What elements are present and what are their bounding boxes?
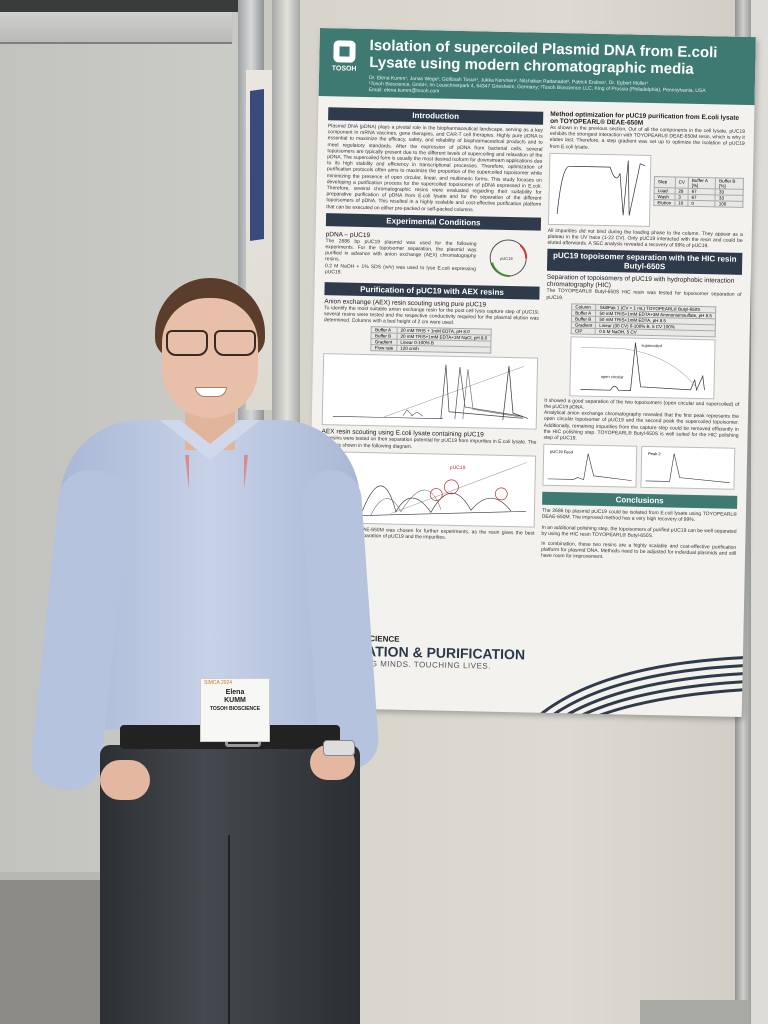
step-gradient-chromatogram [547,152,652,227]
aex-lysate-chromatogram: pUC19 [319,450,537,528]
introduction-text: Plasmid DNA (pDNA) plays a pivotal role … [326,123,543,213]
presenter-person: SIMCA 2024 Elena KUMM TOSOH BIOSCIENCE [28,270,381,1024]
puc19-feed-chart: pUC19 Feed [542,444,638,488]
svg-text:supercoiled: supercoiled [641,343,662,348]
tosoh-logo-icon [333,40,356,63]
name-badge: SIMCA 2024 Elena KUMM TOSOH BIOSCIENCE [200,678,270,742]
section-heading-experimental: Experimental Conditions [325,213,542,231]
face [162,298,258,418]
decorative-stripes [521,655,753,717]
svg-text:pUC19: pUC19 [500,256,513,261]
poster-left-column: Introduction Plasmid DNA (pDNA) plays a … [319,104,544,543]
side-wall [751,0,768,1024]
poster-title: Isolation of supercoiled Plasmid DNA fro… [369,37,718,78]
section-heading-introduction: Introduction [328,107,544,125]
plasmid-map-icon: pUC19 [489,239,528,277]
ceiling [0,0,240,12]
watch-icon [323,740,355,756]
hic-conditions-table: Column SkillPak 1 (CV = 1 mL) TOYOPEARL® … [571,303,716,337]
section-heading-hic: pUC19 topoisomer separation with the HIC… [546,249,743,276]
aex-pure-chromatogram [321,353,539,431]
hic-chromatogram: supercoiled open circular [569,336,716,400]
step-gradient-table: Step CV Buffer A [%] Buffer B [%] Load 28 67 3… [653,176,744,208]
tosoh-logo: TOSOH [329,40,360,81]
poster-authors: Dr. Elena Kumm¹, Jonas Wege¹, Güllüsah T… [368,75,706,95]
poster-header: TOSOH Isolation of supercoiled Plasmid D… [318,28,756,106]
section-heading-conclusions: Conclusions [542,492,738,510]
booth-top-rail [0,12,232,44]
poster-right-column: Method optimization for pUC19 purificati… [540,110,745,561]
svg-text:Peak 2: Peak 2 [648,451,661,456]
glasses-icon [164,330,258,356]
svg-text:pUC19: pUC19 [450,465,466,471]
svg-text:pUC19 Feed: pUC19 Feed [550,449,573,454]
board-base [640,1000,750,1024]
svg-text:open circular: open circular [601,374,625,379]
peak-2-chart: Peak 2 [640,446,736,491]
aex-conditions-table: Buffer A 20 mM TRIS + 1mM EDTA, pH 8.0 Bu… [371,327,492,355]
